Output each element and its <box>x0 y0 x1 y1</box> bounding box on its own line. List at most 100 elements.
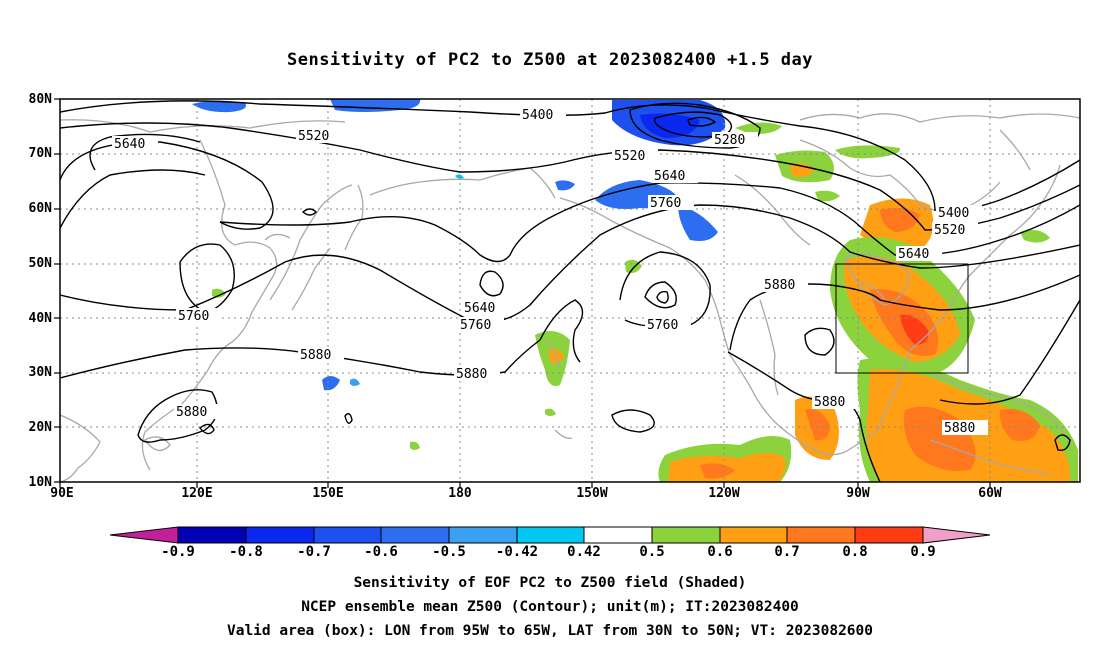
colorbar-label: 0.5 <box>639 544 665 560</box>
contour-small-1 <box>199 423 215 435</box>
shade-pos-5 <box>815 190 840 202</box>
colorbar-label: 0.7 <box>774 544 800 560</box>
contour-label-5520-a: 5520 <box>298 129 329 144</box>
contour-label-5640-d: 5640 <box>464 301 495 316</box>
lat-label-80n: 80N <box>28 92 52 107</box>
colorbar-bin <box>786 526 856 544</box>
lon-label-60w: 60W <box>978 486 1002 501</box>
colorbar-label: -0.6 <box>364 544 398 560</box>
caption-line-2: NCEP ensemble mean Z500 (Contour); unit(… <box>301 599 799 615</box>
colorbar-bin <box>380 526 450 544</box>
colorbar-bin <box>313 526 382 544</box>
contour-5760-west <box>179 243 235 313</box>
contour-label-5280: 5280 <box>714 133 745 148</box>
contour-small-3 <box>1054 434 1071 451</box>
lon-label-120e: 120E <box>181 486 213 501</box>
contour-low-alaska-3 <box>687 116 717 127</box>
contour-label-5880-e: 5880 <box>176 405 207 420</box>
colorbar-over-triangle <box>922 526 991 544</box>
shade-pos-25 <box>212 288 226 298</box>
colorbar-under-triangle <box>109 526 179 544</box>
colorbar-bin <box>516 526 585 544</box>
contour-small-2 <box>611 409 655 433</box>
colorbar-bin <box>245 526 315 544</box>
shade-neg-10 <box>455 174 464 179</box>
contour-5880-east <box>729 274 1080 351</box>
contour-label-5880-a: 5880 <box>764 278 795 293</box>
colorbar-label: -0.7 <box>297 544 331 560</box>
colorbar-label: -0.5 <box>432 544 466 560</box>
contour-low-inner-1 <box>644 281 677 309</box>
shade-pos-16 <box>999 409 1040 441</box>
contour-label-5520-b: 5520 <box>614 149 645 164</box>
contour-low-inner-2 <box>656 290 669 304</box>
contour-label-5880-f: 5880 <box>944 421 975 436</box>
shade-neg-6 <box>678 205 718 241</box>
shade-pos-18 <box>805 409 830 441</box>
contour-label-5520-c: 5520 <box>934 223 965 238</box>
colorbar-label: 0.8 <box>842 544 868 560</box>
contour-5760-main <box>60 204 1080 323</box>
contour-low-180 <box>479 270 504 297</box>
valid-area-box <box>835 263 969 374</box>
caption-line-1: Sensitivity of EOF PC2 to Z500 field (Sh… <box>353 575 747 591</box>
contour-label-5880-d: 5880 <box>814 395 845 410</box>
gridlines <box>60 99 1080 482</box>
contour-5880-se <box>939 299 1080 405</box>
colorbar-label: -0.42 <box>495 544 539 560</box>
shade-neg-2 <box>330 99 421 112</box>
colorbar-bin <box>719 526 788 544</box>
axis-ticks <box>54 98 991 488</box>
colorbar-label: -0.9 <box>161 544 195 560</box>
colorbar-bin <box>448 526 518 544</box>
lon-label-150w: 150W <box>576 486 608 501</box>
contour-5640-west-curl <box>89 133 201 171</box>
negative-sensitivity-shading <box>192 99 726 391</box>
lat-label-30n: 30N <box>28 365 52 380</box>
lat-label-50n: 50N <box>28 256 52 271</box>
contour-label-5400-a: 5400 <box>522 108 553 123</box>
shade-neg-1 <box>192 100 246 113</box>
lat-label-20n: 20N <box>28 420 52 435</box>
contour-high-north <box>301 208 317 216</box>
lon-label-150e: 150E <box>312 486 344 501</box>
colorbar-bin <box>583 526 653 544</box>
shade-neg-8 <box>322 376 340 391</box>
contour-label-5880-b: 5880 <box>300 348 331 363</box>
coastlines <box>60 113 1080 482</box>
contour-label-5640-c: 5640 <box>898 247 929 262</box>
shade-pos-27 <box>545 408 556 416</box>
shade-neg-7 <box>555 180 575 191</box>
colorbar-bin <box>177 526 247 544</box>
contour-label-5880-c: 5880 <box>456 367 487 382</box>
map-title: Sensitivity of PC2 to Z500 at 2023082400… <box>286 50 813 70</box>
shade-neg-9 <box>350 378 360 386</box>
shade-pos-1 <box>735 122 782 135</box>
colorbar-label: 0.9 <box>910 544 936 560</box>
lon-label-90w: 90W <box>846 486 870 501</box>
lat-label-40n: 40N <box>28 311 52 326</box>
contour-label-5640-b: 5640 <box>654 169 685 184</box>
shade-pos-26 <box>410 441 420 450</box>
shade-pos-6 <box>1020 230 1050 243</box>
shade-pos-21 <box>700 463 735 479</box>
lat-label-70n: 70N <box>28 146 52 161</box>
contour-label-5640-a: 5640 <box>114 137 145 152</box>
colorbar-bin <box>854 526 924 544</box>
contour-label-5760-c: 5760 <box>460 318 491 333</box>
caption-line-3: Valid area (box): LON from 95W to 65W, L… <box>226 623 873 639</box>
lon-label-180: 180 <box>448 486 472 501</box>
contour-label-5400-b: 5400 <box>938 206 969 221</box>
contour-small-4 <box>344 413 353 424</box>
shade-pos-12 <box>900 314 929 345</box>
contour-label-5760-b: 5760 <box>178 309 209 324</box>
contour-5760-north <box>60 169 206 229</box>
colorbar <box>109 526 991 544</box>
contour-5640-north <box>60 141 274 230</box>
lat-label-60n: 60N <box>28 201 52 216</box>
lon-label-90e: 90E <box>50 486 74 501</box>
colorbar-label: -0.8 <box>229 544 263 560</box>
contour-5760-mid <box>804 327 835 356</box>
colorbar-label: 0.6 <box>707 544 733 560</box>
